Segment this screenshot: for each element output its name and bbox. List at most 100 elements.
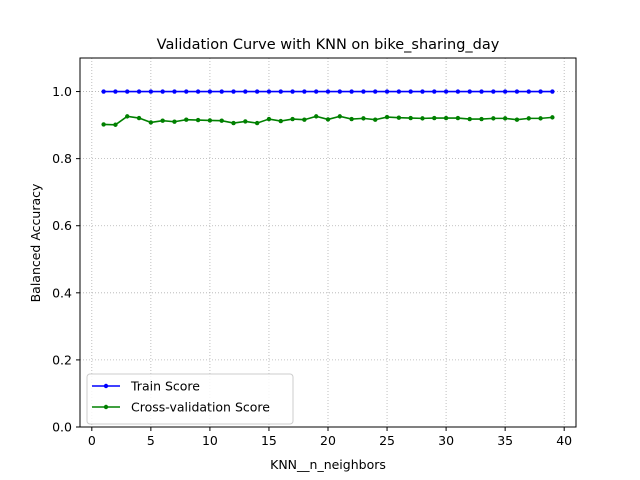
data-point <box>432 89 437 94</box>
x-tick-label: 15 <box>261 433 277 448</box>
data-point <box>467 89 472 94</box>
data-point <box>148 120 154 125</box>
data-point <box>491 116 496 121</box>
data-point <box>219 118 224 123</box>
data-point <box>361 116 366 121</box>
data-point <box>160 118 165 123</box>
data-point <box>443 115 449 121</box>
data-point <box>290 116 295 122</box>
data-point <box>101 89 106 94</box>
data-point <box>136 89 142 94</box>
data-point <box>243 89 248 94</box>
legend-marker <box>103 404 109 410</box>
data-point <box>184 117 189 122</box>
x-tick-label: 25 <box>379 433 395 448</box>
data-point <box>420 116 425 121</box>
data-point <box>184 89 189 94</box>
data-point <box>231 89 236 94</box>
data-point <box>479 89 484 94</box>
legend-marker <box>103 383 109 389</box>
data-point <box>408 115 413 121</box>
data-point <box>290 89 295 94</box>
data-point <box>113 89 118 94</box>
data-point <box>219 89 224 94</box>
data-point <box>420 89 425 94</box>
data-point <box>325 117 331 122</box>
data-point <box>195 89 201 94</box>
data-point <box>361 89 366 94</box>
data-point <box>491 89 496 94</box>
series-1 <box>101 114 555 127</box>
series-0 <box>101 89 555 94</box>
x-tick-label: 20 <box>320 433 336 448</box>
data-point <box>538 116 543 121</box>
data-point <box>443 89 449 94</box>
y-axis-label: Balanced Accuracy <box>28 183 43 302</box>
x-tick-label: 30 <box>438 433 454 448</box>
data-point <box>101 122 106 127</box>
data-point <box>349 116 354 122</box>
data-point <box>278 89 283 94</box>
data-point <box>384 89 390 94</box>
y-tick-label: 0.4 <box>52 285 72 300</box>
plot-frame <box>79 57 577 428</box>
data-point <box>373 117 378 122</box>
data-point <box>526 116 531 121</box>
x-tick-label: 40 <box>556 433 572 448</box>
data-point <box>455 89 461 94</box>
grid <box>80 58 576 428</box>
data-point <box>337 114 343 119</box>
legend-label: Train Score <box>130 379 200 394</box>
data-point <box>195 117 201 123</box>
data-point <box>278 118 283 124</box>
data-point <box>266 89 272 94</box>
data-point <box>172 119 177 124</box>
data-point <box>432 115 437 121</box>
x-tick-label: 5 <box>147 433 155 448</box>
data-point <box>408 89 413 94</box>
data-point <box>254 120 260 126</box>
data-point <box>396 89 402 94</box>
data-point <box>337 89 343 94</box>
data-point <box>514 117 520 122</box>
y-tick-label: 0.6 <box>52 218 72 233</box>
series-layer <box>101 89 555 127</box>
data-point <box>160 89 165 94</box>
data-point <box>254 89 260 94</box>
data-point <box>125 89 130 94</box>
data-point <box>550 115 555 120</box>
data-point <box>455 115 461 121</box>
data-point <box>502 116 508 121</box>
data-point <box>325 89 331 94</box>
data-point <box>396 115 402 120</box>
legend-box <box>86 373 294 425</box>
data-point <box>302 117 307 122</box>
data-point <box>550 89 555 94</box>
data-point <box>349 89 354 94</box>
data-point <box>243 119 248 124</box>
y-tick-label: 0.8 <box>52 151 72 166</box>
legend: Train Score Cross-validation Score <box>86 373 294 425</box>
axis-ticks: 0 5 10 15 20 25 30 35 40 0.0 0.2 0.4 0.6 0.8 1.0 <box>52 84 572 448</box>
legend-item: Train Score <box>92 379 200 394</box>
data-point <box>172 89 177 94</box>
data-point <box>302 89 307 94</box>
legend-item: Cross-validation Score <box>92 400 270 415</box>
chart-title: Validation Curve with KNN on bike_sharin… <box>157 37 500 53</box>
data-point <box>479 116 484 122</box>
data-point <box>207 118 213 123</box>
data-point <box>502 89 508 94</box>
data-point <box>266 116 272 122</box>
data-point <box>148 89 154 94</box>
data-point <box>113 122 118 127</box>
data-point <box>373 89 378 94</box>
y-tick-label: 0.2 <box>52 352 72 367</box>
data-point <box>207 89 213 94</box>
data-point <box>136 115 142 121</box>
data-point <box>231 120 236 126</box>
y-tick-label: 1.0 <box>52 84 72 99</box>
data-point <box>384 114 390 120</box>
data-point <box>538 89 543 94</box>
data-point <box>514 89 520 94</box>
